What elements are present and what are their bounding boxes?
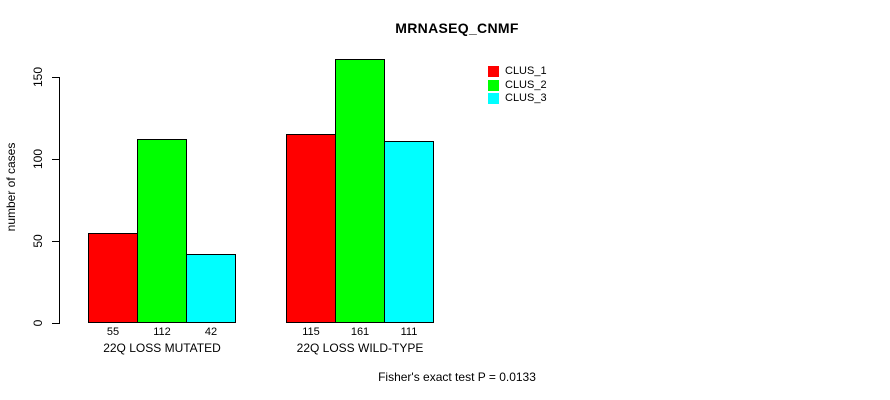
bar-clus_2-2	[335, 58, 385, 323]
category-label: 22Q LOSS WILD-TYPE	[296, 341, 424, 355]
y-tick-label: 0	[31, 319, 45, 327]
bar-value-label: 161	[350, 326, 370, 338]
bar-clus_3-2	[384, 140, 434, 323]
y-axis-line	[59, 77, 60, 324]
y-axis-tick	[52, 323, 59, 324]
bar-value-label: 42	[204, 326, 218, 338]
bar-clus_1-2	[286, 134, 336, 323]
y-tick-label: 150	[31, 66, 45, 88]
legend-label-clus_3: CLUS_3	[505, 92, 547, 104]
category-label: 22Q LOSS MUTATED	[103, 341, 221, 355]
bar-clus_1-1	[88, 232, 138, 323]
y-axis-tick	[52, 77, 59, 78]
chart-title: MRNASEQ_CNMF	[395, 20, 519, 36]
legend-swatch-clus_1	[488, 66, 499, 77]
bar-clus_2-1	[137, 139, 187, 323]
bar-value-label: 112	[153, 326, 171, 338]
bar-clus_3-1	[186, 254, 236, 323]
y-axis-title-text: number of cases	[4, 142, 18, 232]
bar-value-label: 111	[400, 326, 418, 338]
legend-swatch-clus_2	[488, 79, 499, 91]
y-axis-tick	[52, 159, 59, 160]
y-tick-label: 50	[31, 234, 45, 248]
bar-value-label: 115	[302, 326, 320, 338]
y-tick-label: 100	[31, 148, 45, 170]
stat-caption: Fisher's exact test P = 0.0133	[378, 370, 536, 384]
bar-value-label: 55	[106, 326, 120, 338]
legend-label-clus_1: CLUS_1	[505, 65, 547, 77]
legend-swatch-clus_3	[488, 93, 499, 104]
legend-label-clus_2: CLUS_2	[505, 78, 547, 91]
y-axis-tick	[52, 241, 59, 242]
